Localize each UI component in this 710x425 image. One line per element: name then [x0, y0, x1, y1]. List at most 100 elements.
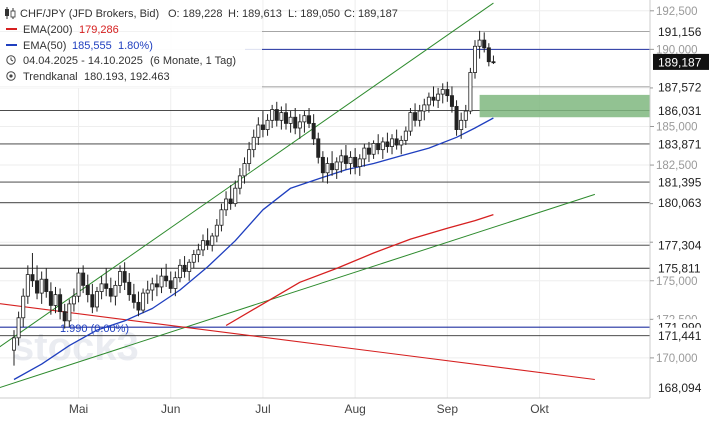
candle-57: [274, 101, 279, 127]
ema200-legend-value: 179,286: [79, 24, 119, 36]
candle-70: [334, 157, 339, 179]
price-label-text-11: 168,094: [658, 381, 702, 395]
candle-6: [39, 271, 44, 304]
candle-8: [48, 282, 53, 315]
candle-65: [311, 114, 316, 146]
candle-80: [380, 137, 385, 159]
candle-25: [127, 273, 132, 301]
candle-28: [141, 288, 146, 314]
price-label-bg-11: [653, 379, 709, 396]
price-label-0: 191,156: [653, 23, 709, 40]
price-label-bg-3: [653, 102, 709, 119]
candle-67: [320, 151, 325, 183]
candle-49: [237, 168, 242, 195]
candle-11: [62, 303, 67, 329]
candle-35: [173, 271, 178, 297]
price-label-bg-1: [653, 53, 709, 70]
candle-98: [463, 104, 468, 129]
price-label-text-6: 180,063: [658, 196, 702, 210]
candle-2: [21, 288, 26, 328]
candle-53: [256, 117, 261, 146]
candle-18: [94, 286, 99, 312]
price-label-1: 189,187: [653, 53, 709, 70]
candle-42: [205, 228, 210, 250]
price-label-bg-5: [653, 174, 709, 191]
candle-87: [413, 103, 418, 127]
candle-62: [297, 114, 302, 139]
price-label-bg-4: [653, 135, 709, 152]
trendkanal-label: Trendkanal: [23, 71, 78, 83]
x-tick-label-5: Okt: [530, 402, 549, 416]
price-label-text-0: 191,156: [658, 25, 702, 39]
candle-47: [228, 185, 233, 210]
y-tick-label-3: 185,000: [656, 121, 698, 133]
ema50-line: [13, 117, 494, 381]
candle-68: [325, 157, 330, 184]
ema-lines: [13, 117, 494, 381]
ema200-line: [225, 213, 494, 327]
candle-30: [150, 277, 155, 301]
candle-48: [233, 180, 238, 207]
candle-44: [214, 219, 219, 243]
candle-74: [353, 148, 358, 175]
price-label-bg-10: [653, 327, 709, 344]
candle-90: [426, 92, 431, 113]
candle-50: [242, 157, 247, 184]
candle-26: [131, 283, 136, 309]
price-label-11: 168,094: [653, 379, 709, 396]
candle-46: [224, 191, 229, 216]
price-label-bg-7: [653, 237, 709, 254]
price-label-text-1: 189,187: [658, 55, 702, 69]
candle-104: [491, 55, 496, 65]
candle-73: [348, 151, 353, 175]
candle-21: [108, 277, 113, 303]
candle-9: [53, 286, 58, 314]
candle-71: [339, 149, 344, 173]
candle-95: [449, 86, 454, 113]
candle-17: [90, 283, 95, 314]
candle-23: [118, 265, 123, 294]
candle-75: [357, 154, 362, 176]
red-support-line: [0, 303, 595, 381]
x-tick-label-4: Sep: [437, 402, 459, 416]
candle-39: [191, 249, 196, 269]
price-label-4: 183,871: [653, 135, 709, 152]
price-label-bg-0: [653, 23, 709, 40]
x-axis: Mai Jun Jul Aug Sep Okt: [0, 397, 650, 416]
candle-63: [302, 111, 307, 133]
candle-72: [343, 145, 348, 170]
ohlc-close: C: 189,187: [344, 8, 398, 20]
price-label-5: 181,395: [653, 174, 709, 191]
candle-22: [113, 280, 118, 306]
ema200-legend-name: EMA(200): [23, 24, 73, 36]
candle-56: [270, 104, 275, 129]
candle-14: [76, 268, 81, 303]
candlestick-icon: [5, 7, 16, 19]
candle-102: [482, 32, 487, 53]
candle-103: [486, 43, 491, 67]
candle-27: [136, 291, 141, 317]
price-labels: 191,156 189,187 187,572 186,031 183,871 181,3…: [653, 23, 709, 396]
candle-37: [182, 256, 187, 278]
candle-24: [122, 262, 127, 291]
price-label-6: 180,063: [653, 194, 709, 211]
candle-10: [58, 288, 63, 320]
candle-38: [187, 259, 192, 281]
candle-0: [11, 330, 16, 366]
trendkanal-values: 180.193, 192.463: [84, 71, 170, 83]
price-label-text-10: 171,441: [658, 329, 702, 343]
candle-40: [196, 243, 201, 263]
candle-92: [436, 87, 441, 108]
price-label-bg-6: [653, 194, 709, 211]
period-detail: (6 Monate, 1 Tag): [150, 55, 236, 67]
clock-icon: [6, 55, 16, 65]
candle-79: [376, 134, 381, 155]
candle-85: [403, 126, 408, 146]
x-tick-label-1: Jun: [161, 402, 180, 416]
candle-60: [288, 111, 293, 133]
y-tick-label-4: 182,500: [656, 160, 698, 172]
candle-84: [399, 135, 404, 155]
candle-16: [85, 274, 90, 303]
